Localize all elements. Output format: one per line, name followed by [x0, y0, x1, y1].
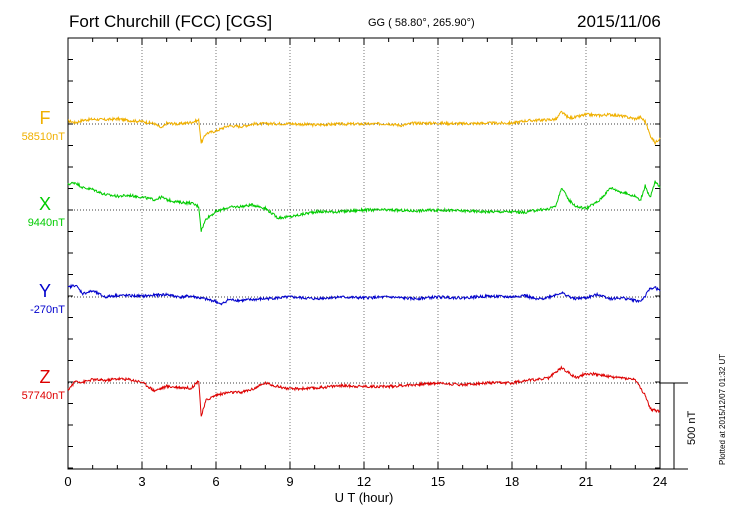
x-tick-label: 18	[505, 474, 519, 489]
x-tick-label: 21	[579, 474, 593, 489]
series-line-x	[67, 180, 661, 232]
x-tick-label: 3	[138, 474, 145, 489]
x-tick-label: 12	[357, 474, 371, 489]
channel-x-name: X	[38, 194, 51, 214]
x-tick-label: 0	[64, 474, 71, 489]
plotted-note: Plotted at 2015/12/07 01:32 UT	[718, 353, 727, 465]
series-line-z	[67, 365, 661, 417]
x-tick-label: 15	[431, 474, 445, 489]
station-coords: GG ( 58.80°, 265.90°)	[368, 17, 475, 29]
channel-z-baseline: 57740nT	[21, 390, 65, 402]
channel-x-baseline: 9440nT	[27, 217, 65, 229]
x-tick-label: 24	[653, 474, 667, 489]
channel-f-name: F	[39, 108, 51, 128]
station-title: Fort Churchill (FCC) [CGS]	[69, 12, 273, 31]
channel-f-baseline: 58510nT	[21, 131, 65, 143]
series-line-f	[67, 110, 661, 146]
x-tick-label: 6	[212, 474, 219, 489]
x-axis-label: U T (hour)	[335, 490, 394, 505]
plot-date: 2015/11/06	[577, 12, 661, 31]
x-tick-label: 9	[286, 474, 293, 489]
channel-y-baseline: -270nT	[30, 304, 65, 316]
channel-z-name: Z	[39, 367, 51, 387]
scale-bar-label: 500 nT	[686, 410, 698, 445]
series-line-y	[67, 283, 661, 306]
channel-y-name: Y	[38, 281, 51, 301]
